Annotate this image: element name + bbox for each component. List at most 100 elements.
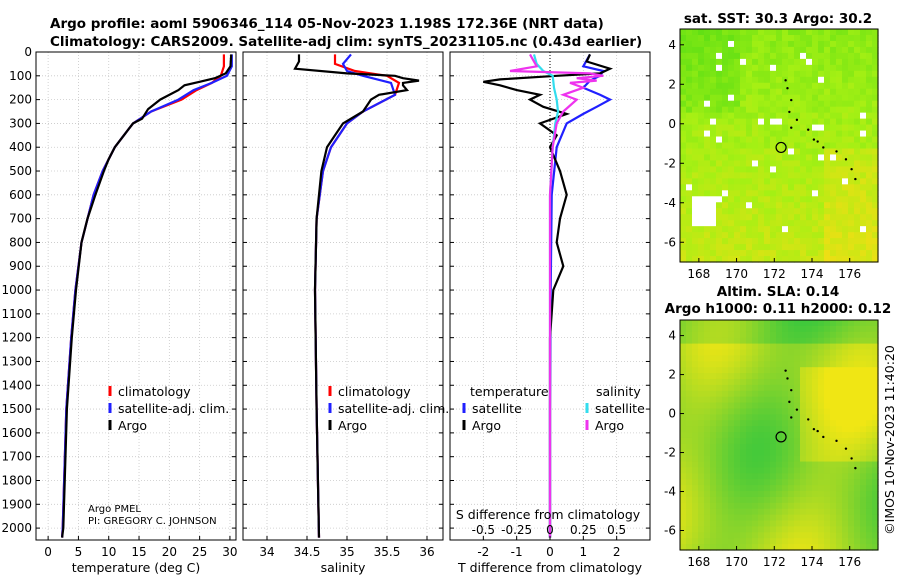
map-cell [860,130,867,138]
map-cell [788,100,795,108]
map-cell [770,178,777,185]
island-dot [790,388,793,392]
map-cell [752,118,759,126]
map-cell [854,100,861,108]
title-line1: Argo profile: aoml 5906346_114 05-Nov-20… [50,16,604,32]
map-cell [800,29,807,36]
map-cell [710,106,717,114]
map-cell [710,473,717,480]
map-cell [764,196,771,203]
map-cell [776,502,783,510]
map-cell [866,184,873,191]
map-cell [794,443,801,451]
map-cell [698,367,705,374]
map-cell [680,373,687,380]
map-cell [800,414,807,421]
map-cell [680,467,687,474]
map-cell [806,502,813,510]
map-cell [788,390,795,398]
top-tick-label: 0 [546,523,554,537]
map-cell [812,461,819,469]
map-cell [836,184,843,191]
map-cell [806,384,813,392]
map-cell [734,76,741,84]
map-cell [800,473,807,480]
map-cell [686,502,693,510]
map-cell [734,331,741,339]
y-tick-label: 1100 [1,307,32,321]
map-cell [854,94,861,102]
map-cell [698,46,705,54]
map-cell [770,320,777,327]
map-cell [680,100,687,108]
map-cell [758,455,765,463]
map-cell [680,112,687,120]
map-cell [704,29,711,36]
map-cell [842,361,849,368]
map-cell [716,184,723,191]
map-cell [788,172,795,179]
map-cell [800,544,807,551]
map-cell [692,244,699,251]
map-cell [782,136,789,144]
map-cell [698,402,705,410]
map-cell [692,106,699,114]
map-cell [818,154,825,162]
map-cell [794,256,801,263]
map-cell [734,373,741,380]
map-cell [872,402,879,410]
map-cell [824,232,831,239]
map-cell [776,118,783,126]
map-cell [770,142,777,150]
map-cell [734,402,741,410]
map-cell [722,502,729,510]
map-cell [728,184,735,191]
map-cell [680,40,687,48]
map-cell [782,408,789,415]
map-cell [830,100,837,108]
map-cell [710,136,717,144]
map-cell [752,124,759,132]
map-cell [758,408,765,415]
map-cell [680,34,687,42]
map-cell [824,70,831,78]
map-cell [692,154,699,162]
map-cell [728,40,735,48]
map-cell [710,256,717,263]
map-cell [848,496,855,504]
map-cell [758,349,765,356]
map-cell [734,214,741,221]
map-cell [824,420,831,427]
map-cell [812,70,819,78]
map-cell [800,520,807,528]
map-cell [794,432,801,439]
map-cell [842,100,849,108]
map-cell [800,196,807,203]
map-cell [854,58,861,66]
map-cell [704,202,711,209]
map-cell [836,40,843,48]
map-cell [728,130,735,138]
map-cell [716,166,723,173]
map-cell [872,52,879,60]
map-cell [698,378,705,386]
map-cell [728,148,735,156]
map-cell [806,485,813,492]
map-cell [788,408,795,415]
map-cell [746,46,753,54]
map-cell [686,220,693,227]
map-cell [722,142,729,150]
map-cell [686,538,693,545]
map-cell [812,526,819,533]
map-cell [770,202,777,209]
map-cell [758,508,765,516]
map-cell [854,361,861,368]
map-cell [716,320,723,327]
map-cell [842,320,849,327]
map-cell [752,508,759,516]
map-cell [716,214,723,221]
map-cell [710,130,717,138]
map-cell [794,154,801,162]
map-cell [764,220,771,227]
map-cell [680,337,687,345]
